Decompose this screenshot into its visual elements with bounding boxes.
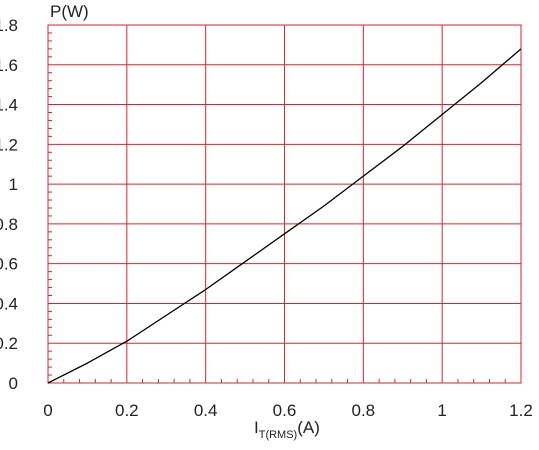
x-axis-label-unit: (A) bbox=[297, 418, 320, 437]
x-tick-label: 0.8 bbox=[352, 401, 376, 420]
grid bbox=[47, 24, 522, 384]
series-line bbox=[47, 48, 522, 384]
y-tick-label: 0.6 bbox=[0, 255, 18, 274]
y-tick-label: 1.2 bbox=[0, 135, 18, 154]
y-tick-label: 0.2 bbox=[0, 334, 18, 353]
series-layer bbox=[47, 48, 522, 384]
x-axis-label-subscript: T(RMS) bbox=[259, 429, 298, 441]
y-tick-label: 0.4 bbox=[0, 294, 18, 313]
x-tick-label: 0 bbox=[43, 401, 52, 420]
x-tick-label: 1.2 bbox=[509, 401, 533, 420]
y-tick-labels: 0 0.2 0.4 0.6 0.8 1 1.2 1.4 1.6 1.8 bbox=[0, 16, 18, 393]
y-tick-label: 0.8 bbox=[0, 215, 18, 234]
y-axis-label: P(W) bbox=[50, 2, 89, 21]
y-tick-label: 1.6 bbox=[0, 56, 18, 75]
x-tick-label: 1 bbox=[437, 401, 446, 420]
plot-frame bbox=[47, 24, 522, 384]
y-tick-label: 1.8 bbox=[0, 16, 18, 35]
y-tick-label: 0 bbox=[9, 374, 18, 393]
x-axis-label-main: I bbox=[254, 418, 259, 437]
x-tick-label: 0.4 bbox=[194, 401, 218, 420]
x-tick-label: 0.2 bbox=[115, 401, 139, 420]
y-tick-label: 1 bbox=[9, 175, 18, 194]
minor-ticks bbox=[48, 32, 506, 383]
x-tick-labels: 0 0.2 0.4 0.6 0.8 1 1.2 bbox=[43, 401, 533, 420]
y-tick-label: 1.4 bbox=[0, 96, 18, 115]
plot-border bbox=[47, 24, 522, 384]
x-tick-label: 0.6 bbox=[273, 401, 297, 420]
x-axis-label: IT(RMS)(A) bbox=[254, 418, 320, 441]
